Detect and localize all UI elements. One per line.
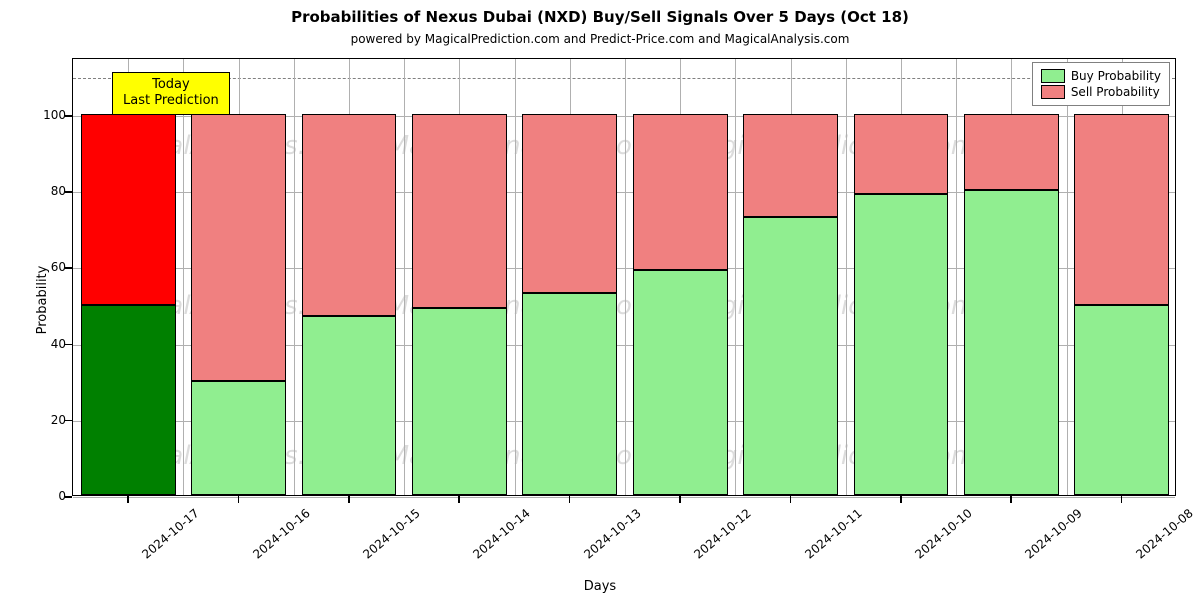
legend-swatch-buy <box>1041 69 1065 83</box>
plot-area: MagicalAnalysis.com | MagicalAnalysis.co… <box>72 58 1176 496</box>
bar-group <box>81 114 176 495</box>
bar-group <box>1074 114 1169 495</box>
x-tick-mark <box>569 496 571 503</box>
bar-sell <box>302 114 397 316</box>
bar-sell <box>191 114 286 381</box>
gridline-vertical <box>515 59 516 495</box>
chart-container: Probabilities of Nexus Dubai (NXD) Buy/S… <box>0 0 1200 600</box>
x-tick-mark <box>790 496 792 503</box>
chart-subtitle: powered by MagicalPrediction.com and Pre… <box>0 32 1200 46</box>
y-tick-mark <box>65 344 72 346</box>
bar-group <box>522 114 617 495</box>
x-tick-mark <box>1121 496 1123 503</box>
x-tick-label: 2024-10-15 <box>360 506 422 562</box>
bar-buy <box>412 308 507 495</box>
x-tick-mark <box>1010 496 1012 503</box>
y-axis-label: Probability <box>35 266 50 335</box>
bar-buy <box>743 217 838 495</box>
bar-buy <box>191 381 286 495</box>
y-tick-label: 100 <box>16 108 66 122</box>
y-tick-label: 40 <box>16 337 66 351</box>
y-tick-mark <box>65 115 72 117</box>
legend-label-buy: Buy Probability <box>1071 69 1161 83</box>
gridline-vertical <box>1067 59 1068 495</box>
y-tick-mark <box>65 496 72 498</box>
y-tick-mark <box>65 191 72 193</box>
y-tick-mark <box>65 420 72 422</box>
x-tick-mark <box>127 496 129 503</box>
bar-sell <box>633 114 728 270</box>
y-tick-mark <box>65 267 72 269</box>
annotation-line-1: Today <box>123 77 219 93</box>
x-tick-mark <box>900 496 902 503</box>
gridline-vertical <box>956 59 957 495</box>
x-tick-label: 2024-10-14 <box>471 506 533 562</box>
x-axis-label: Days <box>0 579 1200 594</box>
bar-group <box>412 114 507 495</box>
bar-sell <box>854 114 949 194</box>
bar-buy <box>81 305 176 495</box>
bar-sell <box>743 114 838 217</box>
bar-group <box>964 114 1059 495</box>
bar-group <box>302 114 397 495</box>
bar-sell <box>1074 114 1169 304</box>
bar-buy <box>854 194 949 495</box>
bar-sell <box>81 114 176 304</box>
gridline-vertical <box>735 59 736 495</box>
bar-buy <box>964 190 1059 495</box>
bar-group <box>191 114 286 495</box>
bar-group <box>743 114 838 495</box>
today-annotation: Today Last Prediction <box>112 72 230 115</box>
legend: Buy Probability Sell Probability <box>1032 62 1170 106</box>
x-tick-label: 2024-10-16 <box>250 506 312 562</box>
annotation-line-2: Last Prediction <box>123 93 219 109</box>
y-tick-label: 0 <box>16 489 66 503</box>
legend-swatch-sell <box>1041 85 1065 99</box>
x-tick-mark <box>348 496 350 503</box>
y-tick-label: 80 <box>16 184 66 198</box>
bar-sell <box>412 114 507 308</box>
x-tick-label: 2024-10-08 <box>1133 506 1195 562</box>
x-tick-mark <box>238 496 240 503</box>
bar-group <box>633 114 728 495</box>
x-tick-label: 2024-10-12 <box>692 506 754 562</box>
bar-sell <box>964 114 1059 190</box>
x-tick-label: 2024-10-11 <box>802 506 864 562</box>
legend-entry-sell: Sell Probability <box>1041 85 1161 99</box>
bar-sell <box>522 114 617 293</box>
legend-entry-buy: Buy Probability <box>1041 69 1161 83</box>
gridline-vertical <box>404 59 405 495</box>
x-tick-label: 2024-10-13 <box>581 506 643 562</box>
legend-label-sell: Sell Probability <box>1071 85 1160 99</box>
y-tick-label: 60 <box>16 260 66 274</box>
y-tick-label: 20 <box>16 413 66 427</box>
x-tick-label: 2024-10-17 <box>140 506 202 562</box>
gridline-vertical <box>183 59 184 495</box>
x-tick-label: 2024-10-09 <box>1023 506 1085 562</box>
bar-buy <box>302 316 397 495</box>
gridline-vertical <box>846 59 847 495</box>
bar-group <box>854 114 949 495</box>
x-tick-mark <box>679 496 681 503</box>
gridline-vertical <box>294 59 295 495</box>
gridline-vertical <box>625 59 626 495</box>
chart-title: Probabilities of Nexus Dubai (NXD) Buy/S… <box>0 8 1200 26</box>
bar-buy <box>1074 305 1169 495</box>
bar-buy <box>522 293 617 495</box>
x-tick-label: 2024-10-10 <box>912 506 974 562</box>
bar-buy <box>633 270 728 495</box>
x-tick-mark <box>458 496 460 503</box>
